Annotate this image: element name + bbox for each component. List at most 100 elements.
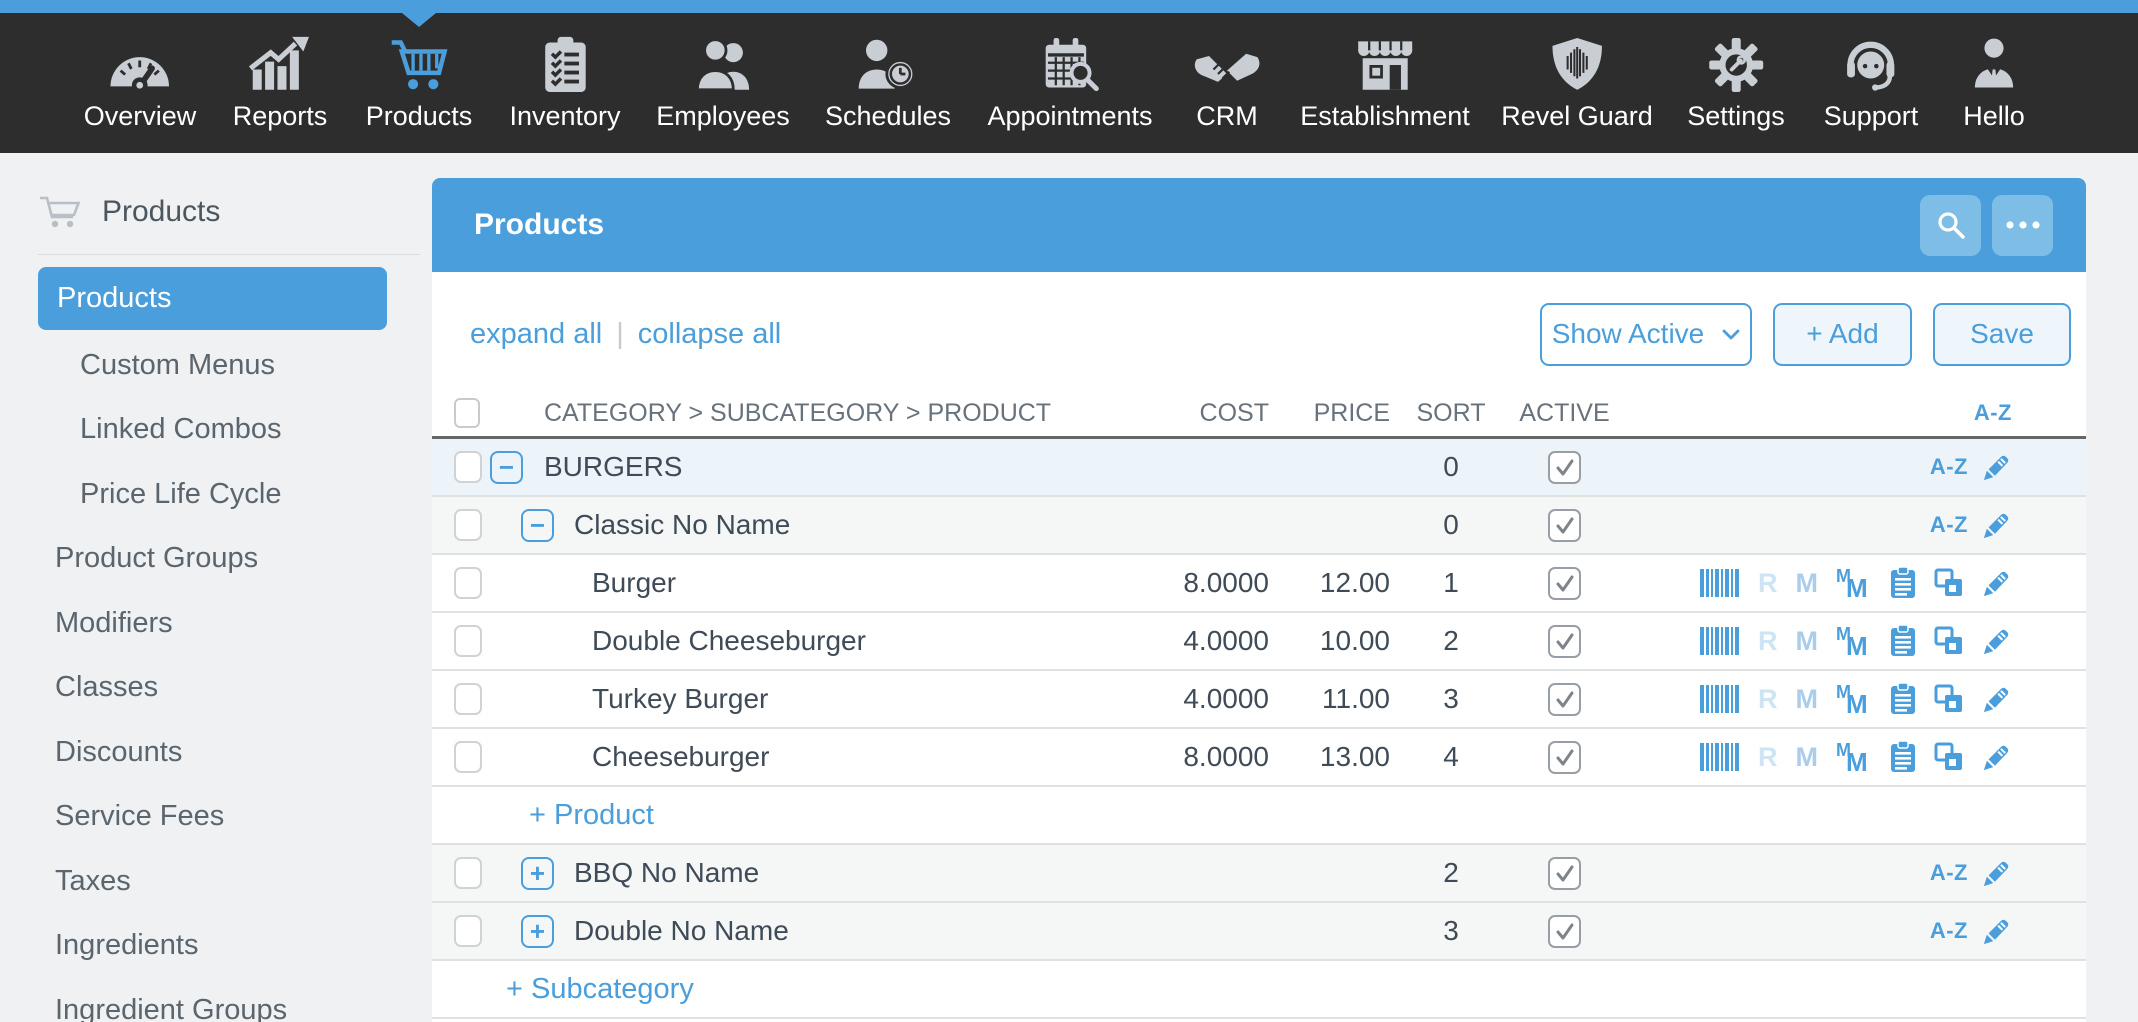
nav-item-support[interactable]: Support [1824,13,1918,153]
duplicate-icon[interactable] [1934,568,1964,598]
edit-pencil-icon[interactable] [1982,451,2012,483]
barcode-icon[interactable] [1700,743,1740,771]
add-button[interactable]: + Add [1773,302,1912,366]
recipe-icon[interactable]: R [1758,567,1778,598]
sidebar-item-discounts[interactable]: Discounts [55,735,183,768]
sidebar-item-product-groups[interactable]: Product Groups [55,542,259,575]
edit-pencil-icon[interactable] [1982,915,2012,947]
nav-item-crm[interactable]: CRM [1191,13,1263,153]
active-checkbox[interactable] [1548,914,1581,948]
active-checkbox[interactable] [1548,682,1581,716]
row-checkbox[interactable] [454,741,482,773]
edit-pencil-icon[interactable] [1982,567,2012,599]
active-checkbox[interactable] [1548,566,1581,600]
row-checkbox[interactable] [454,915,482,947]
save-button[interactable]: Save [1933,302,2071,366]
page-title: Products [474,208,605,241]
edit-pencil-icon[interactable] [1982,509,2012,541]
nav-item-settings[interactable]: Settings [1687,13,1785,153]
duplicate-icon[interactable] [1934,742,1964,772]
recipe-icon[interactable]: R [1758,625,1778,656]
nav-item-schedules[interactable]: Schedules [825,13,951,153]
modifier-icon[interactable]: M [1795,683,1819,714]
clipboard-icon[interactable] [1890,683,1916,715]
chevron-down-icon [1722,329,1740,339]
barcode-icon[interactable] [1700,627,1740,655]
duplicate-icon[interactable] [1934,626,1964,656]
sidebar-header: Products [38,193,220,231]
collapse-toggle[interactable]: − [521,508,554,542]
sidebar-item-modifiers[interactable]: Modifiers [55,606,173,639]
modifier-icon[interactable]: M [1795,625,1819,656]
active-checkbox[interactable] [1548,450,1581,484]
edit-pencil-icon[interactable] [1982,857,2012,889]
barcode-icon[interactable] [1700,569,1740,597]
active-checkbox[interactable] [1548,856,1581,890]
more-options-button[interactable] [1992,194,2053,256]
nav-item-inventory[interactable]: Inventory [509,13,621,153]
sort-az-button[interactable]: A-Z [1929,918,1968,943]
expand-all-link[interactable]: expand all [470,317,603,350]
recipe-icon[interactable]: R [1758,683,1778,714]
nav-item-revel-guard[interactable]: Revel Guard [1501,13,1653,153]
sort-az-button[interactable]: A-Z [1929,454,1968,479]
nav-item-employees[interactable]: Employees [656,13,790,153]
nav-item-establishment[interactable]: Establishment [1300,13,1470,153]
expand-toggle[interactable]: + [521,856,554,890]
row-checkbox[interactable] [454,451,482,483]
sidebar-item-custom-menus[interactable]: Custom Menus [80,348,276,381]
clipboard-icon [529,28,601,96]
expand-toggle[interactable]: + [521,914,554,948]
nav-item-account[interactable]: Hello [1958,13,2030,153]
select-all-checkbox[interactable] [454,398,480,428]
sidebar-item-taxes[interactable]: Taxes [55,864,131,897]
search-button[interactable] [1920,194,1981,256]
sidebar-item-ingredient-groups[interactable]: Ingredient Groups [55,993,288,1022]
add-product-link[interactable]: + Product [529,798,654,831]
edit-pencil-icon[interactable] [1982,683,2012,715]
row-checkbox[interactable] [454,509,482,541]
nav-item-appointments[interactable]: Appointments [987,13,1153,153]
collapse-toggle[interactable]: − [490,450,523,484]
sidebar-item-classes[interactable]: Classes [55,671,159,704]
nav-label: Revel Guard [1501,101,1653,131]
show-active-dropdown[interactable]: Show Active [1540,302,1752,366]
edit-pencil-icon[interactable] [1982,625,2012,657]
active-checkbox[interactable] [1548,508,1581,542]
edit-pencil-icon[interactable] [1982,741,2012,773]
nav-item-reports[interactable]: Reports [233,13,327,153]
active-checkbox[interactable] [1548,740,1581,774]
clipboard-icon[interactable] [1890,567,1916,599]
sort-az-button[interactable]: A-Z [1929,860,1968,885]
product-label: Burger [592,567,677,598]
table-header: CATEGORY > SUBCATEGORY > PRODUCT COST PR… [432,390,2086,439]
sidebar-item-linked-combos[interactable]: Linked Combos [80,413,282,446]
sort-az-header[interactable]: A-Z [1973,400,2012,425]
subcategory-label: Classic No Name [574,509,791,540]
add-subcategory-link[interactable]: + Subcategory [506,972,694,1005]
sort-az-button[interactable]: A-Z [1929,512,1968,537]
barcode-icon[interactable] [1700,685,1740,713]
recipe-icon[interactable]: R [1758,741,1778,772]
modifier-icon[interactable]: M [1795,741,1819,772]
sidebar-item-price-life-cycle[interactable]: Price Life Cycle [80,477,282,510]
active-checkbox[interactable] [1548,624,1581,658]
row-checkbox[interactable] [454,857,482,889]
row-checkbox[interactable] [454,683,482,715]
row-checkbox[interactable] [454,567,482,599]
sidebar-item-products[interactable]: Products [38,267,387,330]
collapse-all-link[interactable]: collapse all [637,317,782,350]
duplicate-icon[interactable] [1934,684,1964,714]
modifier-icon[interactable]: M [1795,567,1819,598]
clipboard-icon[interactable] [1890,741,1916,773]
nav-item-overview[interactable]: Overview [84,13,196,153]
clipboard-icon[interactable] [1890,625,1916,657]
sidebar-item-ingredients[interactable]: Ingredients [55,929,199,962]
row-checkbox[interactable] [454,625,482,657]
sidebar-item-service-fees[interactable]: Service Fees [55,800,225,833]
nav-item-products[interactable]: Products [366,13,472,153]
